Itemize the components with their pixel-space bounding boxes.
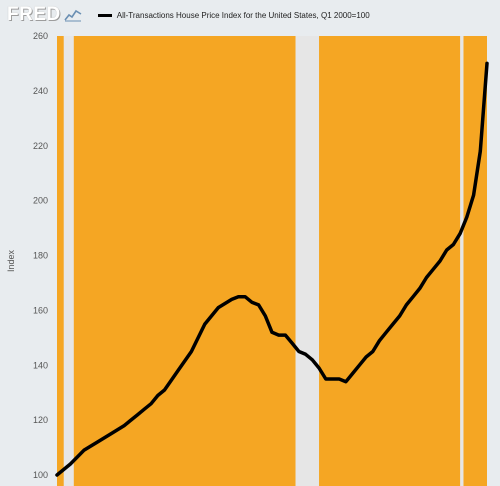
y-tick-label: 260	[33, 31, 48, 41]
recession-band	[460, 36, 464, 486]
y-axis-label: Index	[6, 249, 16, 272]
y-tick-label: 240	[33, 86, 48, 96]
y-tick-label: 180	[33, 251, 48, 261]
chart-header: FRED All-Transactions House Price Index …	[0, 0, 500, 30]
legend-swatch	[97, 13, 112, 17]
y-tick-label: 220	[33, 141, 48, 151]
recession-band	[295, 36, 320, 486]
legend-label: All-Transactions House Price Index for t…	[116, 10, 370, 20]
series-line	[55, 61, 489, 477]
recession-band	[63, 36, 74, 486]
plot-area	[57, 36, 487, 486]
y-tick-label: 160	[33, 305, 48, 315]
y-tick-label: 140	[33, 360, 48, 370]
y-tick-label: 120	[33, 415, 48, 425]
fred-logo[interactable]: FRED	[7, 4, 61, 25]
line-chart-icon	[64, 9, 82, 22]
legend: All-Transactions House Price Index for t…	[97, 10, 370, 20]
y-tick-label: 200	[33, 196, 48, 206]
y-tick-label: 100	[33, 470, 48, 480]
